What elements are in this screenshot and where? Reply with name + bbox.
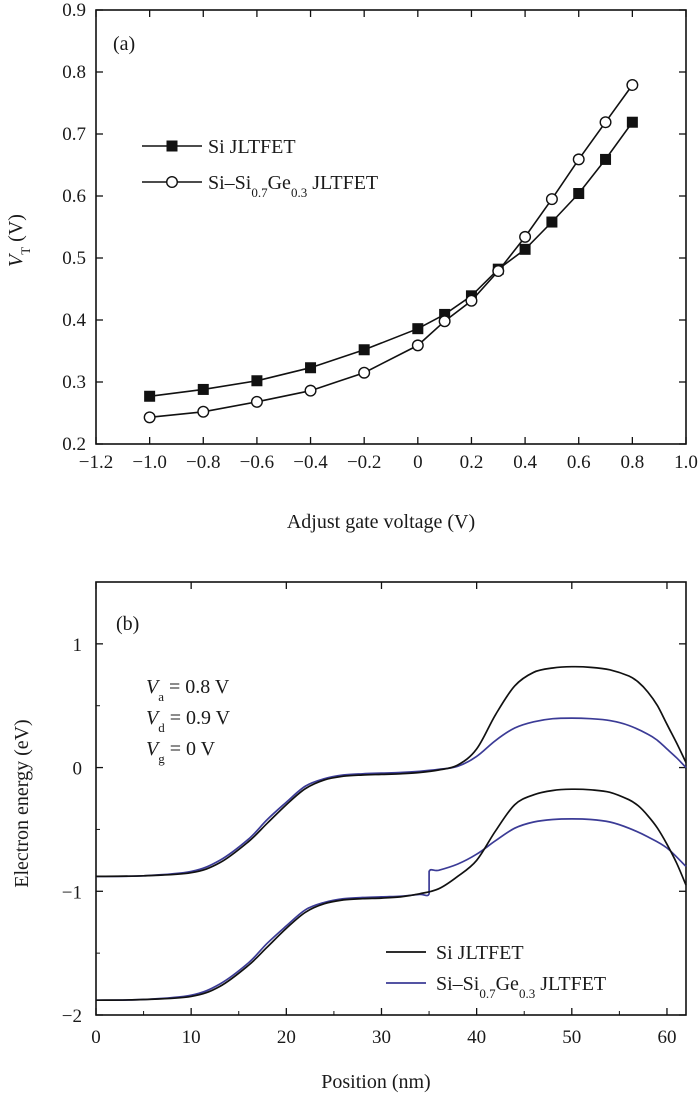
x-tick-label-a: 0.2 — [460, 452, 484, 473]
data-point-circle — [411, 339, 424, 352]
panel-label-b: (b) — [116, 613, 139, 635]
x-tick-label-b: 20 — [277, 1027, 296, 1048]
x-tick-label-a: −0.8 — [186, 452, 220, 473]
data-point-square — [546, 216, 558, 228]
data-point-square — [439, 308, 451, 320]
legend-label-b-1: Si–Si0.7Ge0.3 JLTFET — [436, 973, 606, 1001]
series-line-a-0 — [149, 121, 634, 398]
panel-a-chart: −1.2 −1.0 −0.8 −0.6 −0.4 −0.2 0 0.2 0.4 0.6 0.8 1.0… — [5, 0, 698, 533]
x-tick-label-a: 0.8 — [620, 452, 644, 473]
legend-marker-circle — [165, 175, 178, 188]
data-point-circle — [465, 294, 478, 307]
data-point-circle — [545, 193, 558, 206]
band-curve-sige-valence — [95, 818, 687, 1002]
legend-label-a-0: Si JLTFET — [208, 136, 296, 158]
x-tick-label-b: 60 — [657, 1027, 676, 1048]
data-point-circle — [438, 315, 451, 328]
data-point-circle — [626, 79, 639, 92]
x-axis-label-a: Adjust gate voltage (V) — [287, 511, 475, 533]
legend-marker-square — [166, 140, 178, 152]
y-tick-label-a: 0.5 — [62, 248, 86, 269]
x-tick-label-a: −1.2 — [79, 452, 113, 473]
data-point-circle — [492, 265, 505, 278]
data-point-circle — [358, 366, 371, 379]
y-tick-label-b: 0 — [73, 759, 83, 780]
x-tick-label-b: 0 — [91, 1027, 101, 1048]
data-point-square — [305, 362, 317, 374]
y-axis-label-a: VT (V) — [5, 214, 33, 267]
data-point-circle — [143, 411, 156, 424]
x-tick-label-a: −0.4 — [293, 452, 328, 473]
data-point-square — [144, 390, 156, 402]
data-point-circle — [304, 384, 317, 397]
x-tick-label-a: 0.6 — [567, 452, 591, 473]
data-point-square — [197, 383, 209, 395]
bias-annotation-2: Vg = 0 V — [146, 738, 216, 766]
data-point-square — [251, 375, 263, 387]
data-point-circle — [519, 230, 532, 243]
y-tick-label-a: 0.6 — [62, 186, 86, 207]
data-point-square — [412, 323, 424, 335]
series-line-a-1 — [149, 84, 634, 419]
y-tick-label-a: 0.2 — [62, 434, 86, 455]
y-tick-label-a: 0.4 — [62, 310, 86, 331]
plot-frame-a — [95, 9, 687, 445]
data-point-square — [626, 116, 638, 128]
plot-frame-b — [95, 581, 687, 1016]
legend-label-a-1: Si–Si0.7Ge0.3 JLTFET — [208, 172, 378, 200]
x-tick-label-a: −1.0 — [132, 452, 166, 473]
data-point-circle — [599, 116, 612, 129]
band-curve-si-conduction — [95, 665, 687, 878]
legend-label-b-0: Si JLTFET — [436, 942, 524, 964]
y-tick-label-a: 0.8 — [62, 62, 86, 83]
data-point-circle — [572, 153, 585, 166]
bias-annotation-0: Va = 0.8 V — [146, 676, 230, 704]
x-tick-label-b: 40 — [467, 1027, 486, 1048]
data-point-square — [519, 243, 531, 255]
data-point-square — [600, 153, 612, 165]
bias-annotation-1: Vd = 0.9 V — [146, 707, 231, 735]
x-tick-label-a: 0 — [413, 452, 423, 473]
y-tick-label-b: −1 — [62, 882, 82, 903]
panel-label-a: (a) — [113, 33, 135, 55]
y-tick-label-a: 0.7 — [62, 124, 86, 145]
y-axis-label-b: Electron energy (eV) — [11, 719, 33, 887]
data-point-circle — [250, 395, 263, 408]
x-tick-label-a: 1.0 — [674, 452, 698, 473]
x-tick-label-a: −0.6 — [240, 452, 274, 473]
y-tick-label-a: 0.3 — [62, 372, 86, 393]
x-tick-label-b: 30 — [372, 1027, 391, 1048]
x-tick-label-a: −0.2 — [347, 452, 381, 473]
x-tick-label-b: 10 — [182, 1027, 201, 1048]
y-tick-label-b: −2 — [62, 1006, 82, 1027]
data-point-square — [573, 188, 585, 200]
x-axis-label-b: Position (nm) — [321, 1071, 430, 1093]
y-tick-label-b: 1 — [73, 635, 83, 656]
band-curve-si-valence — [95, 788, 687, 1002]
x-tick-label-a: 0.4 — [513, 452, 537, 473]
y-tick-label-a: 0.9 — [62, 0, 86, 21]
data-point-square — [358, 344, 370, 356]
x-tick-label-b: 50 — [562, 1027, 581, 1048]
panel-b-chart: 0 10 20 30 40 50 60 −2 −1 0 1 (b) Position (nm) Elect… — [11, 581, 687, 1093]
data-point-circle — [197, 405, 210, 418]
